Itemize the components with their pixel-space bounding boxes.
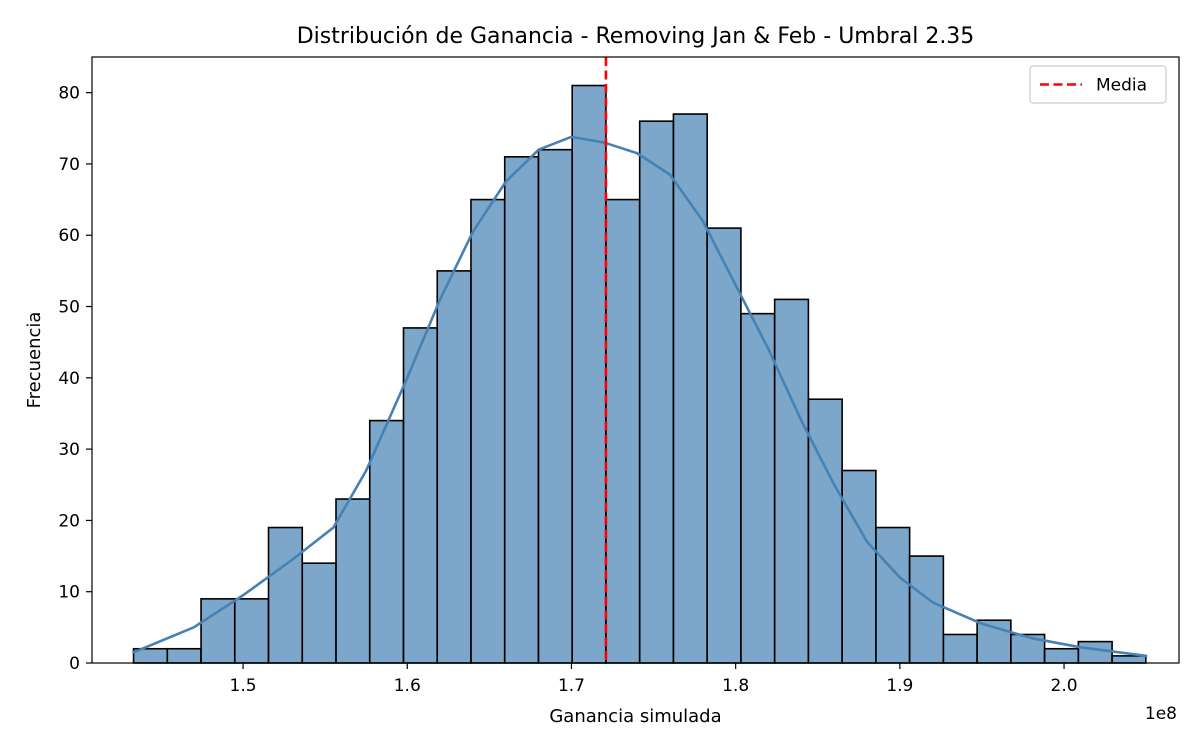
y-tick-label: 70 — [58, 155, 80, 175]
kde-line — [132, 135, 1148, 658]
plot-frame — [91, 56, 1180, 664]
histogram-bar — [335, 498, 371, 664]
x-tick-label: 2.0 — [1051, 676, 1078, 696]
y-axis-ticks: 0 10 20 30 40 50 60 70 80 — [58, 84, 92, 674]
y-tick-label: 60 — [58, 226, 80, 246]
histogram-bar — [301, 562, 337, 664]
histogram-bar — [1111, 655, 1147, 664]
x-tick-label: 1.6 — [394, 676, 421, 696]
histogram-bar — [571, 84, 607, 664]
y-tick-label: 40 — [58, 369, 80, 389]
histogram-bar — [537, 148, 574, 664]
y-tick-label: 50 — [58, 298, 80, 318]
histogram-bar — [1043, 647, 1080, 664]
histogram-bar — [807, 398, 843, 664]
x-tick-label: 1.8 — [722, 676, 749, 696]
histogram-bar — [267, 526, 304, 664]
histogram-bar — [605, 198, 641, 664]
x-axis-ticks: 1.5 1.6 1.7 1.8 1.9 2.0 — [230, 663, 1078, 696]
chart-title: Distribución de Ganancia - Removing Jan … — [297, 24, 975, 49]
x-tick-label: 1.5 — [230, 676, 257, 696]
histogram-bar — [875, 526, 911, 664]
histogram-bar — [773, 298, 810, 664]
histogram-bar — [436, 270, 472, 664]
histogram-bar — [200, 598, 236, 664]
histogram-bar — [503, 156, 540, 664]
histogram-bar — [740, 312, 776, 664]
histogram-bar — [1077, 640, 1113, 664]
histogram-bar — [368, 419, 405, 664]
y-tick-label: 80 — [58, 84, 80, 104]
histogram-bar — [841, 469, 877, 664]
y-tick-label: 30 — [58, 440, 80, 460]
histogram-bar — [942, 633, 978, 664]
legend-box — [1029, 65, 1167, 104]
histogram-bar — [470, 198, 506, 664]
histogram-bar — [706, 227, 742, 664]
kde-group — [132, 135, 1148, 658]
histogram-bar — [908, 555, 945, 664]
y-tick-label: 20 — [58, 511, 80, 531]
x-axis-label: Ganancia simulada — [549, 706, 721, 727]
x-tick-label: 1.7 — [558, 676, 585, 696]
histogram-bar — [672, 113, 708, 664]
x-offset-label: 1e8 — [1145, 704, 1177, 724]
histogram-bar — [233, 598, 270, 664]
histogram-bar — [166, 647, 202, 664]
x-tick-label: 1.9 — [886, 676, 913, 696]
histogram-bar — [638, 120, 675, 664]
y-axis-label: Frecuencia — [24, 312, 45, 409]
histogram-bar — [402, 327, 439, 664]
y-tick-label: 0 — [69, 654, 80, 674]
legend: Media — [1029, 65, 1167, 104]
y-tick-label: 10 — [58, 583, 80, 603]
bars-group — [132, 84, 1147, 664]
legend-mean-label: Media — [1096, 76, 1147, 96]
